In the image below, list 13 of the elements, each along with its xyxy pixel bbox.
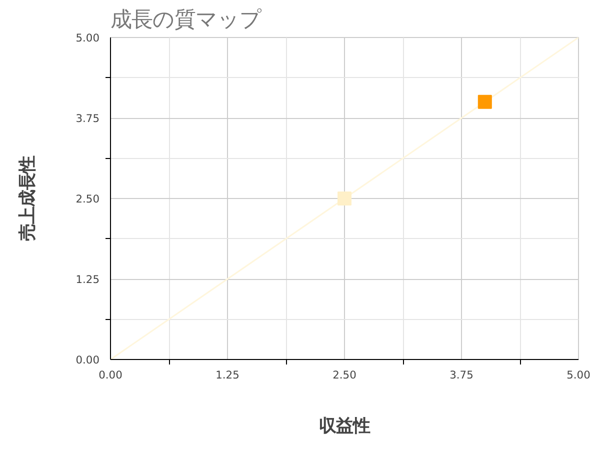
y-tick-label: 3.75: [76, 112, 100, 125]
x-tick-label: 5.00: [566, 368, 591, 382]
x-tick-label: 0.00: [98, 368, 123, 382]
x-tick-label: 3.75: [450, 368, 474, 382]
y-tick-label: 5.00: [76, 32, 100, 44]
y-tick-label: 0.00: [76, 354, 100, 366]
x-tick-label: 1.25: [216, 368, 240, 382]
y-tick-label: 2.50: [76, 192, 100, 206]
x-axis-title: 収益性: [319, 416, 370, 436]
chart-title: 成長の質マップ: [110, 8, 262, 32]
y-axis-title: 売上成長性: [18, 156, 38, 241]
x-tick-label: 2.50: [332, 368, 357, 382]
y-tick-label: 1.25: [76, 273, 100, 286]
